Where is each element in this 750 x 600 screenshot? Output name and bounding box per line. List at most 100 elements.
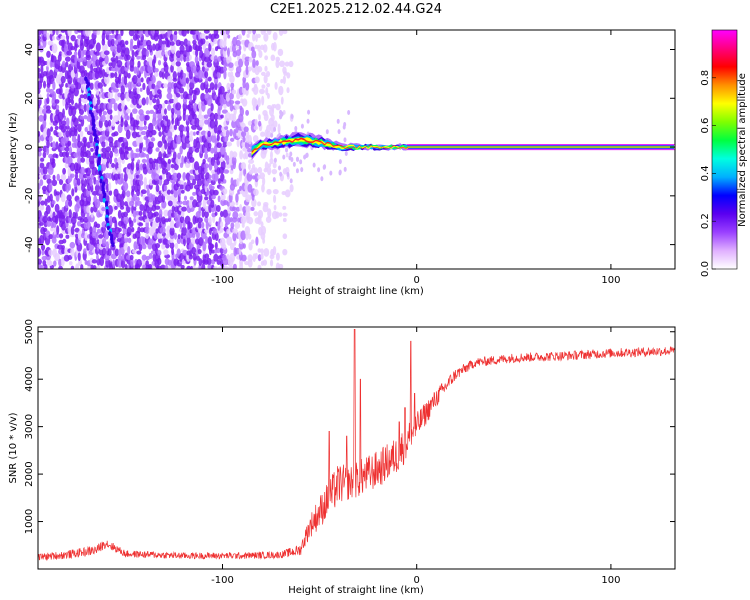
noise-blob xyxy=(55,30,59,36)
noise-blob xyxy=(201,173,205,180)
noise-blob xyxy=(322,164,326,170)
noise-blob xyxy=(50,226,54,232)
noise-blob xyxy=(244,183,249,192)
noise-blob xyxy=(234,100,241,105)
noise-blob xyxy=(197,222,202,229)
noise-blob xyxy=(173,114,177,120)
noise-blob xyxy=(83,248,87,255)
noise-blob xyxy=(76,220,82,227)
noise-blob xyxy=(132,86,138,96)
noise-blob xyxy=(109,98,116,105)
noise-blob xyxy=(286,171,290,177)
noise-blob xyxy=(138,126,144,131)
noise-blob xyxy=(115,193,122,203)
noise-blob xyxy=(138,173,143,182)
noise-blob xyxy=(210,199,215,209)
noise-blob xyxy=(270,54,276,62)
noise-blob xyxy=(68,146,73,156)
noise-blob xyxy=(149,44,153,53)
noise-blob xyxy=(151,75,156,84)
noise-blob xyxy=(161,107,165,117)
noise-blob xyxy=(152,111,157,122)
tilted-line-point xyxy=(99,178,103,184)
noise-blob xyxy=(344,150,348,156)
noise-blob xyxy=(213,112,219,121)
tilted-line-point xyxy=(102,197,106,203)
noise-blob xyxy=(261,225,267,236)
noise-blob xyxy=(221,109,228,114)
noise-blob xyxy=(166,195,172,201)
noise-blob xyxy=(284,189,291,198)
noise-blob xyxy=(77,101,82,112)
noise-blob xyxy=(273,157,277,163)
noise-blob xyxy=(169,220,175,229)
noise-blob xyxy=(126,196,131,203)
noise-blob xyxy=(244,149,249,160)
noise-blob xyxy=(82,136,87,144)
noise-blob xyxy=(197,45,203,52)
noise-blob xyxy=(110,82,116,91)
noise-blob xyxy=(257,201,262,207)
noise-blob xyxy=(201,210,205,218)
noise-blob xyxy=(95,88,100,96)
noise-blob xyxy=(207,76,212,82)
noise-blob xyxy=(207,130,211,138)
noise-blob xyxy=(215,205,221,213)
noise-blob xyxy=(167,104,172,111)
noise-blob xyxy=(52,91,57,102)
noise-blob xyxy=(45,204,51,215)
noise-blob xyxy=(88,155,95,165)
noise-blob xyxy=(170,81,175,90)
noise-blob xyxy=(252,30,256,35)
noise-blob xyxy=(277,123,281,134)
noise-blob xyxy=(213,266,218,269)
noise-blob xyxy=(102,30,106,36)
noise-blob xyxy=(38,151,42,157)
noise-blob xyxy=(83,93,87,100)
noise-blob xyxy=(257,254,262,262)
noise-blob xyxy=(138,136,143,144)
noise-blob xyxy=(245,109,250,116)
noise-blob xyxy=(264,65,268,72)
noise-blob xyxy=(180,69,184,80)
noise-blob xyxy=(136,87,140,94)
noise-blob xyxy=(209,119,215,129)
noise-blob xyxy=(232,231,237,242)
noise-blob xyxy=(62,238,67,244)
noise-blob xyxy=(282,205,287,210)
noise-blob xyxy=(172,71,177,80)
noise-blob xyxy=(154,68,159,73)
noise-blob xyxy=(53,225,58,236)
noise-blob xyxy=(214,242,218,250)
signal-band-layer xyxy=(251,132,675,159)
noise-blob xyxy=(206,134,212,143)
noise-blob xyxy=(150,137,156,142)
noise-blob xyxy=(74,55,78,64)
noise-blob xyxy=(90,206,94,213)
noise-blob xyxy=(258,114,261,121)
noise-blob xyxy=(241,130,247,138)
noise-blob xyxy=(123,211,129,218)
noise-blob xyxy=(112,259,116,268)
noise-blob xyxy=(62,97,66,107)
noise-blob xyxy=(256,66,263,73)
noise-blob xyxy=(49,210,53,219)
noise-blob xyxy=(343,137,347,143)
noise-blob xyxy=(42,129,48,139)
spectrogram-y-tick-label: 0 xyxy=(24,144,35,150)
noise-blob xyxy=(285,152,289,158)
noise-blob xyxy=(210,185,215,190)
noise-blob xyxy=(286,87,290,94)
noise-blob xyxy=(95,231,99,241)
noise-blob xyxy=(263,30,267,34)
spectrogram-y-tick-label: 40 xyxy=(24,43,35,56)
noise-blob xyxy=(101,162,107,172)
noise-blob xyxy=(113,102,118,112)
noise-blob xyxy=(299,159,303,165)
noise-blob xyxy=(51,179,58,187)
noise-blob xyxy=(48,260,53,267)
noise-blob xyxy=(128,91,135,99)
noise-blob xyxy=(312,162,316,168)
snr-x-ticks: -100 0 100 xyxy=(211,327,620,586)
noise-blob xyxy=(133,217,137,223)
